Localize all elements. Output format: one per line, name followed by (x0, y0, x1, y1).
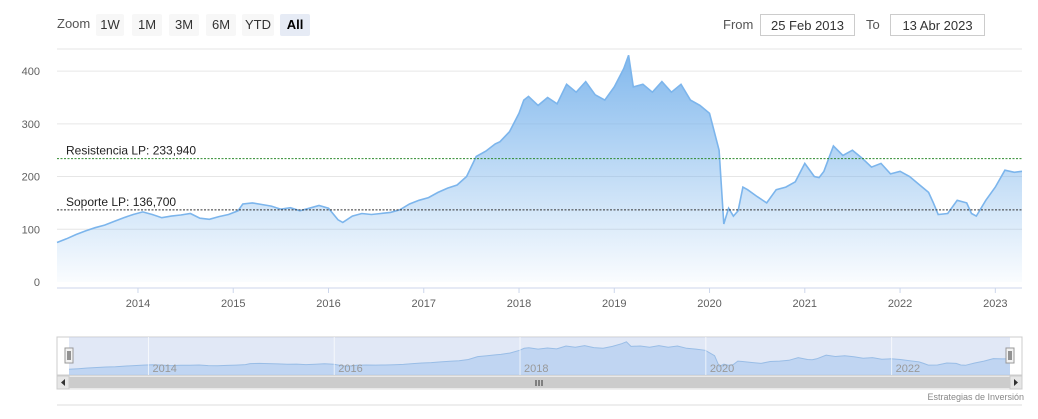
to-date-input[interactable]: 13 Abr 2023 (890, 14, 985, 36)
arrow-left-icon (61, 379, 65, 386)
navigator-tick-label: 2014 (152, 363, 176, 375)
support-label: Soporte LP: 136,700 (66, 195, 176, 209)
y-tick-label: 400 (22, 66, 40, 78)
x-tick-label: 2015 (221, 298, 245, 310)
x-tick-label: 2022 (888, 298, 912, 310)
navigator-tick-label: 2018 (524, 363, 548, 375)
x-axis: 2014 2015 2016 2017 2018 2019 2020 2021 2022 2023 (126, 288, 1008, 310)
resistance-label: Resistencia LP: 233,940 (66, 144, 196, 158)
navigator-tick-label: 2016 (338, 363, 362, 375)
to-label: To (866, 17, 880, 32)
navigator[interactable]: 2014 2016 2018 2020 2022 (56, 336, 1023, 376)
zoom-3m-button[interactable]: 3M (169, 14, 199, 36)
x-tick-label: 2017 (412, 298, 436, 310)
credits-label: Estrategias de Inversión (927, 392, 1024, 402)
x-tick-label: 2016 (316, 298, 340, 310)
price-line (56, 55, 1023, 244)
navigator-tick-label: 2022 (896, 363, 920, 375)
x-tick-label: 2018 (507, 298, 531, 310)
navigator-handle-right[interactable] (1005, 347, 1015, 364)
zoom-all-button[interactable]: All (280, 14, 310, 36)
y-tick-label: 100 (22, 224, 40, 236)
price-area (57, 55, 1022, 282)
x-tick-label: 2020 (697, 298, 721, 310)
from-date-input[interactable]: 25 Feb 2013 (760, 14, 855, 36)
zoom-1m-button[interactable]: 1M (132, 14, 162, 36)
level-lines: Resistencia LP: 233,940 Soporte LP: 136,7… (57, 144, 1022, 211)
navigator-selection[interactable] (69, 337, 1010, 375)
y-axis: 0 100 200 300 400 (22, 66, 40, 289)
navigator-tick-label: 2020 (710, 363, 734, 375)
y-tick-label: 200 (22, 172, 40, 184)
from-label: From (723, 17, 754, 32)
arrow-right-icon (1014, 379, 1018, 386)
zoom-label: Zoom (57, 16, 91, 31)
x-tick-label: 2019 (602, 298, 626, 310)
scrollbar[interactable] (56, 375, 1023, 406)
zoom-ytd-button[interactable]: YTD (242, 14, 274, 36)
navigator-handle-left[interactable] (64, 347, 74, 364)
price-series (56, 55, 1023, 282)
x-tick-label: 2021 (793, 298, 817, 310)
zoom-1w-button[interactable]: 1W (96, 14, 124, 36)
x-tick-label: 2023 (983, 298, 1007, 310)
zoom-6m-button[interactable]: 6M (206, 14, 236, 36)
y-tick-label: 0 (34, 277, 40, 289)
x-tick-label: 2014 (126, 298, 150, 310)
y-tick-label: 300 (22, 119, 40, 131)
